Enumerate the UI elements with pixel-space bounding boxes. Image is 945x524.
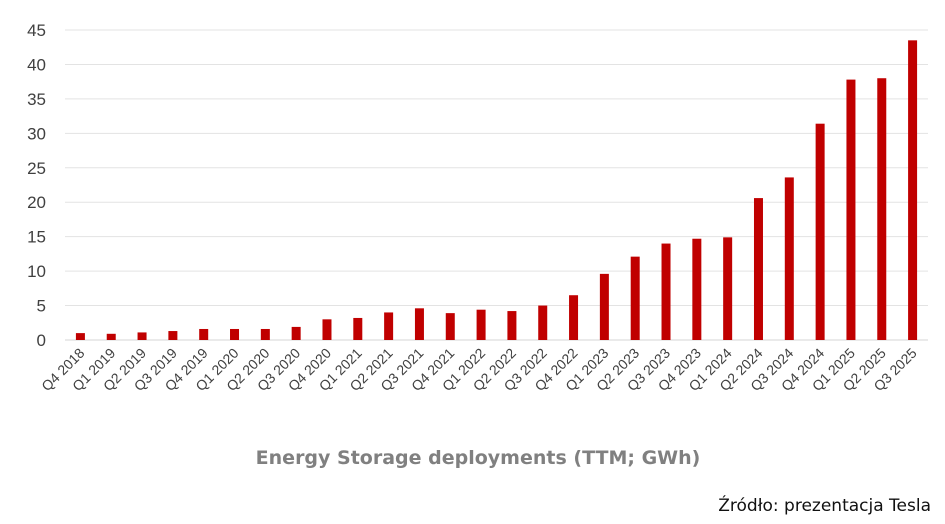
bar — [445, 313, 455, 340]
bar — [507, 311, 517, 340]
bar — [75, 333, 85, 340]
bar — [753, 198, 763, 340]
source-caption: Źródło: prezentacja Tesla — [718, 496, 931, 516]
bar — [692, 238, 702, 340]
bar — [476, 309, 486, 340]
bar — [168, 331, 178, 340]
bar — [384, 312, 394, 340]
bar — [260, 328, 270, 340]
bar — [815, 123, 825, 340]
bar — [846, 79, 856, 340]
y-tick-label: 40 — [27, 55, 46, 74]
y-tick-label: 30 — [27, 124, 46, 143]
bar — [630, 256, 640, 340]
bar — [106, 333, 116, 340]
bar — [877, 78, 887, 340]
gridlines — [65, 29, 928, 341]
bar — [199, 328, 209, 340]
bar — [230, 328, 240, 340]
y-tick-label: 10 — [27, 262, 46, 281]
chart-title: Energy Storage deployments (TTM; GWh) — [256, 447, 701, 469]
y-tick-label: 35 — [27, 90, 46, 109]
bar — [569, 295, 579, 340]
bar — [723, 237, 733, 340]
bar — [599, 273, 609, 340]
y-tick-label: 15 — [27, 228, 46, 247]
bars — [75, 40, 918, 340]
y-axis-ticks: 0 5 10 15 20 25 30 35 40 45 — [27, 21, 46, 350]
y-tick-label: 5 — [37, 297, 46, 316]
bar — [784, 177, 794, 340]
y-tick-label: 20 — [27, 193, 46, 212]
y-tick-label: 45 — [27, 21, 46, 40]
y-tick-label: 25 — [27, 159, 46, 178]
bar — [291, 326, 301, 340]
bar — [137, 332, 147, 340]
bar — [661, 243, 671, 340]
y-tick-label: 0 — [37, 331, 46, 350]
bar — [538, 305, 548, 340]
bar — [908, 40, 918, 340]
bar — [353, 317, 363, 340]
bar — [414, 308, 424, 340]
bar — [322, 319, 332, 340]
